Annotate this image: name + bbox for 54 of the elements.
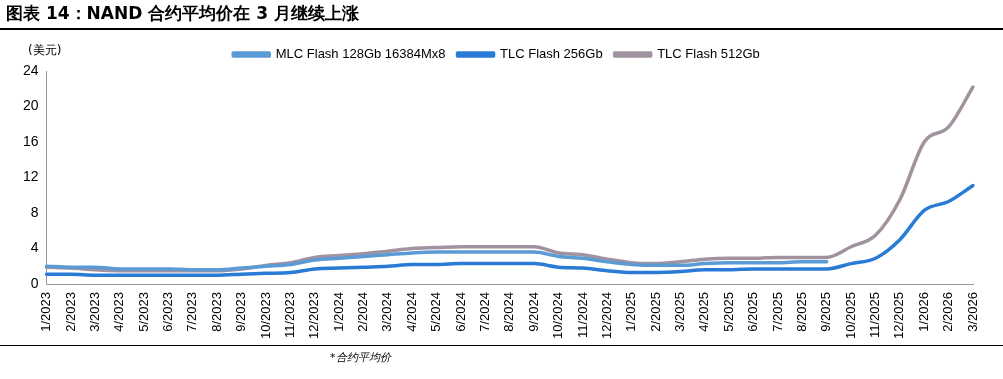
x-tick-label: 12/2024 — [598, 292, 614, 340]
x-tick-label: 6/2023 — [160, 292, 176, 332]
y-tick-label: 0 — [30, 274, 39, 291]
x-tick-label: 8/2024 — [501, 292, 517, 332]
x-tick-label: 4/2025 — [696, 292, 712, 332]
chart-title: 图表 14：NAND 合约平均价在 3 月继续上涨 — [6, 2, 359, 25]
x-tick-label: 7/2023 — [184, 292, 200, 332]
legend-label: TLC Flash 256Gb — [500, 46, 603, 62]
x-tick-label: 8/2023 — [208, 292, 224, 332]
line-series — [44, 183, 975, 277]
x-tick-label: 1/2023 — [38, 292, 54, 332]
x-tick-label: 10/2024 — [550, 292, 566, 340]
x-tick-label: 3/2023 — [86, 292, 102, 332]
y-tick-label: 24 — [22, 61, 39, 78]
x-tick-label: 2/2026 — [940, 292, 956, 332]
x-tick-label: 4/2023 — [111, 292, 127, 332]
x-tick-label: 3/2026 — [964, 292, 980, 332]
x-tick-label: 2/2023 — [62, 292, 78, 332]
x-tick-label: 5/2025 — [720, 292, 736, 332]
x-tick-label: 3/2025 — [672, 292, 688, 332]
y-tick-label: 20 — [22, 97, 39, 114]
x-tick-label: 12/2025 — [891, 292, 907, 340]
y-tick-label: 4 — [30, 239, 39, 256]
x-tick-label: 4/2024 — [403, 292, 419, 332]
x-tick-label: 9/2024 — [525, 292, 541, 332]
legend-label: TLC Flash 512Gb — [657, 46, 760, 62]
y-tick-label: 16 — [22, 132, 39, 149]
x-tick-label: 10/2023 — [257, 292, 273, 340]
x-tick-label: 6/2025 — [745, 292, 761, 332]
y-tick-label: 12 — [22, 168, 39, 185]
line-series — [44, 250, 829, 272]
x-tick-label: 9/2023 — [233, 292, 249, 332]
x-tick-label: 1/2026 — [915, 292, 931, 332]
x-tick-label: 11/2023 — [281, 292, 297, 339]
x-tick-label: 2/2025 — [647, 292, 663, 332]
x-tick-label: 10/2025 — [842, 292, 858, 340]
x-tick-label: 1/2025 — [623, 292, 639, 332]
y-axis-title: (美元) — [28, 42, 62, 59]
x-tick-label: 12/2023 — [306, 292, 322, 340]
x-tick-label: 5/2024 — [428, 292, 444, 332]
legend-label: MLC Flash 128Gb 16384Mx8 — [275, 46, 446, 62]
x-tick-label: 3/2024 — [379, 292, 395, 332]
x-tick-label: 11/2025 — [867, 292, 883, 339]
x-tick-label: 11/2024 — [574, 292, 590, 339]
x-tick-label: 9/2025 — [818, 292, 834, 332]
x-tick-label: 6/2024 — [452, 292, 468, 332]
x-tick-label: 8/2025 — [793, 292, 809, 332]
x-tick-label: 5/2023 — [135, 292, 151, 332]
x-tick-label: 7/2024 — [476, 292, 492, 332]
text: *合约平均价 — [330, 350, 391, 365]
x-tick-label: 7/2025 — [769, 292, 785, 332]
y-tick-label: 8 — [30, 203, 39, 220]
x-tick-label: 2/2024 — [355, 292, 371, 332]
x-tick-label: 1/2024 — [330, 292, 346, 332]
